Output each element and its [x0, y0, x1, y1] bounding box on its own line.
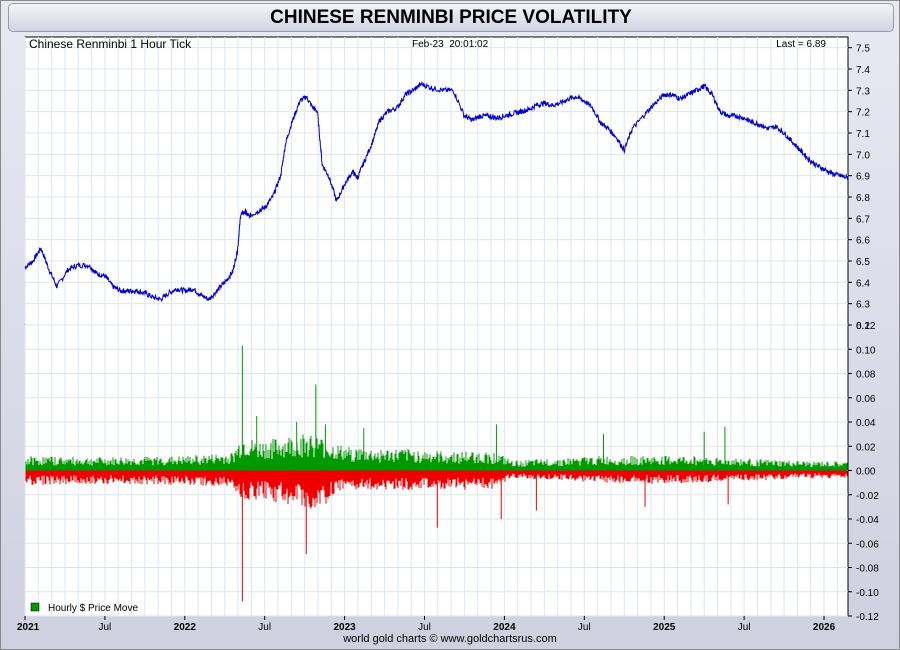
volatility-panel: 0.12 0.10 0.08 0.06 0.04 0.02 0.00 -0.02 -0.04 -0…	[24, 321, 879, 623]
y-tick-label: 0.00	[856, 467, 876, 478]
y-tick-label: -0.06	[856, 539, 879, 550]
x-tick-label: Jul	[99, 622, 112, 633]
y-tick-label: 6.8	[856, 193, 870, 204]
y-tick-label: 6.6	[856, 236, 870, 247]
positive-moves	[25, 434, 848, 471]
y-tick-label: 6.2	[856, 321, 870, 332]
y-tick-label: 0.08	[856, 370, 876, 381]
y-tick-label: 6.3	[856, 300, 870, 311]
legend-label: Hourly $ Price Move	[48, 603, 138, 614]
credit-text: world gold charts © www.goldchartsrus.co…	[343, 633, 557, 645]
x-tick-label: 2023	[333, 622, 356, 633]
y-tick-label: 0.06	[856, 394, 876, 405]
legend-swatch	[30, 602, 40, 612]
x-tick-label: 2021	[17, 622, 40, 633]
y-tick-label: 0.02	[856, 442, 876, 453]
x-tick-label: 2022	[174, 622, 197, 633]
x-tick-label: 2026	[813, 622, 836, 633]
y-tick-label: -0.02	[856, 491, 879, 502]
series-label: Chinese Renminbi 1 Hour Tick	[29, 37, 192, 51]
price-y-axis: 7.5 7.4 7.3 7.2 7.1 7.0 6.9 6.8 6.7 6.6 6.5 6.4 6.3 6…	[848, 44, 870, 332]
y-tick-label: -0.12	[856, 612, 879, 623]
y-tick-label: -0.10	[856, 588, 879, 599]
price-plot-area	[24, 36, 849, 326]
y-tick-label: 7.3	[856, 86, 870, 97]
y-tick-label: 0.04	[856, 418, 876, 429]
timestamp-label: Feb-23 20:01:02	[412, 39, 489, 50]
x-tick-label: 2024	[493, 622, 516, 633]
y-tick-label: -0.08	[856, 564, 879, 575]
x-tick-label: Jul	[578, 622, 591, 633]
price-panel: 7.5 7.4 7.3 7.2 7.1 7.0 6.9 6.8 6.7 6.6 6.5 6.4 6.3 6…	[24, 36, 870, 332]
y-tick-label: 7.0	[856, 150, 870, 161]
x-axis: 2021 Jul 2022 Jul 2023 Jul 2024 Jul 2025 Jul 2026	[17, 616, 836, 633]
y-tick-label: 7.5	[856, 44, 870, 55]
negative-moves	[25, 470, 848, 509]
y-tick-label: 6.4	[856, 278, 870, 289]
x-tick-label: Jul	[418, 622, 431, 633]
y-tick-label: 0.10	[856, 345, 876, 356]
price-grid	[24, 37, 848, 326]
y-tick-label: -0.04	[856, 515, 879, 526]
y-tick-label: 7.1	[856, 129, 870, 140]
y-tick-label: 7.4	[856, 65, 870, 76]
y-tick-label: 6.5	[856, 257, 870, 268]
x-tick-label: Jul	[258, 622, 271, 633]
volatility-bars	[25, 345, 848, 602]
chart-title: CHINESE RENMINBI PRICE VOLATILITY	[8, 3, 894, 32]
x-tick-label: 2025	[653, 622, 676, 633]
volatility-y-axis: 0.12 0.10 0.08 0.06 0.04 0.02 0.00 -0.02 -0.04 -0…	[848, 321, 879, 623]
y-tick-label: 7.2	[856, 108, 870, 119]
y-tick-label: 6.9	[856, 172, 870, 183]
y-tick-label: 6.7	[856, 214, 870, 225]
last-price-label: Last = 6.89	[776, 39, 826, 50]
x-tick-label: Jul	[738, 622, 751, 633]
y-tick-label: 0.12	[856, 321, 876, 332]
price-line	[24, 80, 849, 302]
